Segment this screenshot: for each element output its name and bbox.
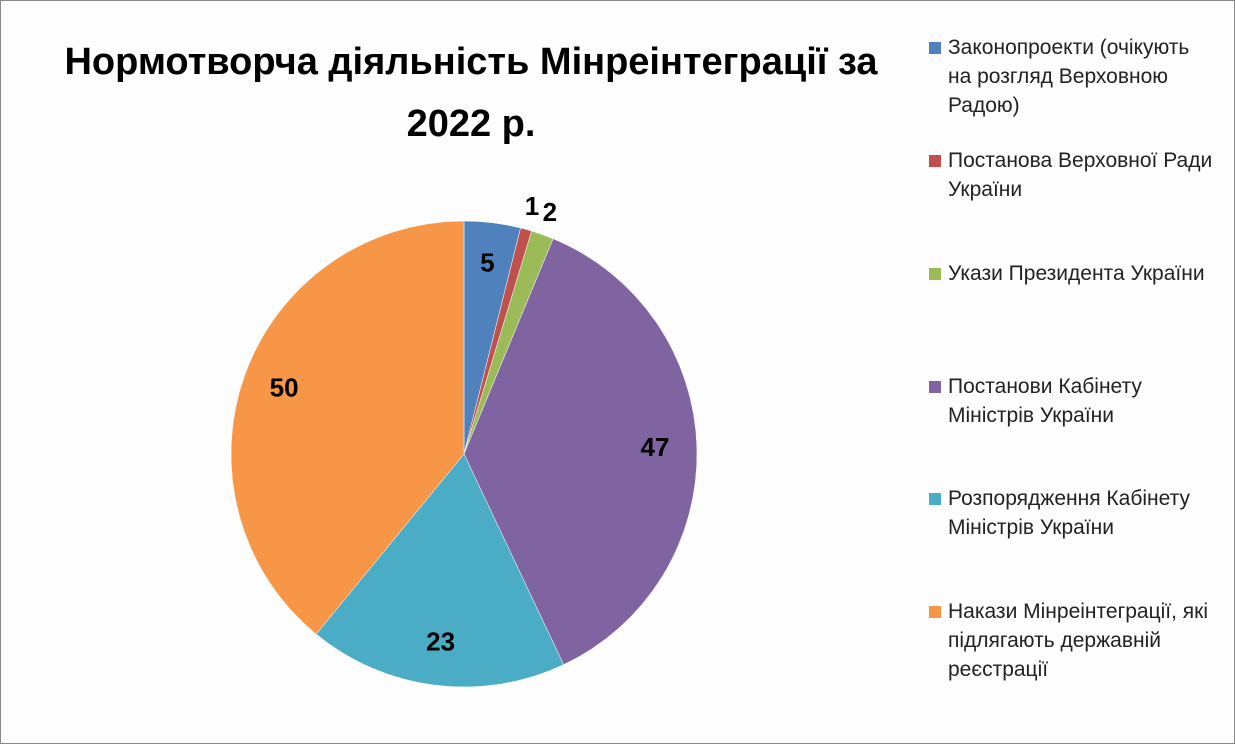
chart-title: Нормотворча діяльність Мінреінтеграції з… [64,41,878,145]
legend-swatch [929,155,941,167]
legend-swatch [929,493,941,505]
legend-swatch [929,268,941,280]
legend-entry: Постанови Кабінету Міністрів України [929,372,1218,430]
legend-label: Накази Мінреінтеграції, які підлягають д… [948,600,1209,681]
data-label: 1 [525,191,539,221]
legend-swatch [929,42,941,54]
legend-entry: Укази Президента України [929,259,1218,288]
legend-entry: Накази Мінреінтеграції, які підлягають д… [929,597,1218,684]
pie-slice [315,453,564,688]
legend-label: Постанови Кабінету Міністрів України [948,375,1142,427]
data-label: 2 [543,197,557,227]
pie-slice [463,238,698,665]
data-label: 5 [480,247,494,277]
data-label: 47 [641,432,670,462]
data-label: 50 [270,373,299,403]
legend-label: Розпорядження Кабінету Міністрів України [948,487,1190,539]
pie-slice [230,220,465,635]
legend-swatch [929,381,941,393]
legend-label: Законопроекти (очікують на розгляд Верхо… [948,36,1190,117]
legend-entry: Розпорядження Кабінету Міністрів України [929,484,1218,542]
legend-entry: Законопроекти (очікують на розгляд Верхо… [929,33,1218,120]
legend-entry: Постанова Верховної Ради України [929,146,1218,204]
legend-label: Постанова Верховної Ради України [948,149,1213,201]
data-label: 23 [426,626,455,656]
legend-label: Укази Президента України [948,262,1205,285]
legend-swatch [929,606,941,618]
